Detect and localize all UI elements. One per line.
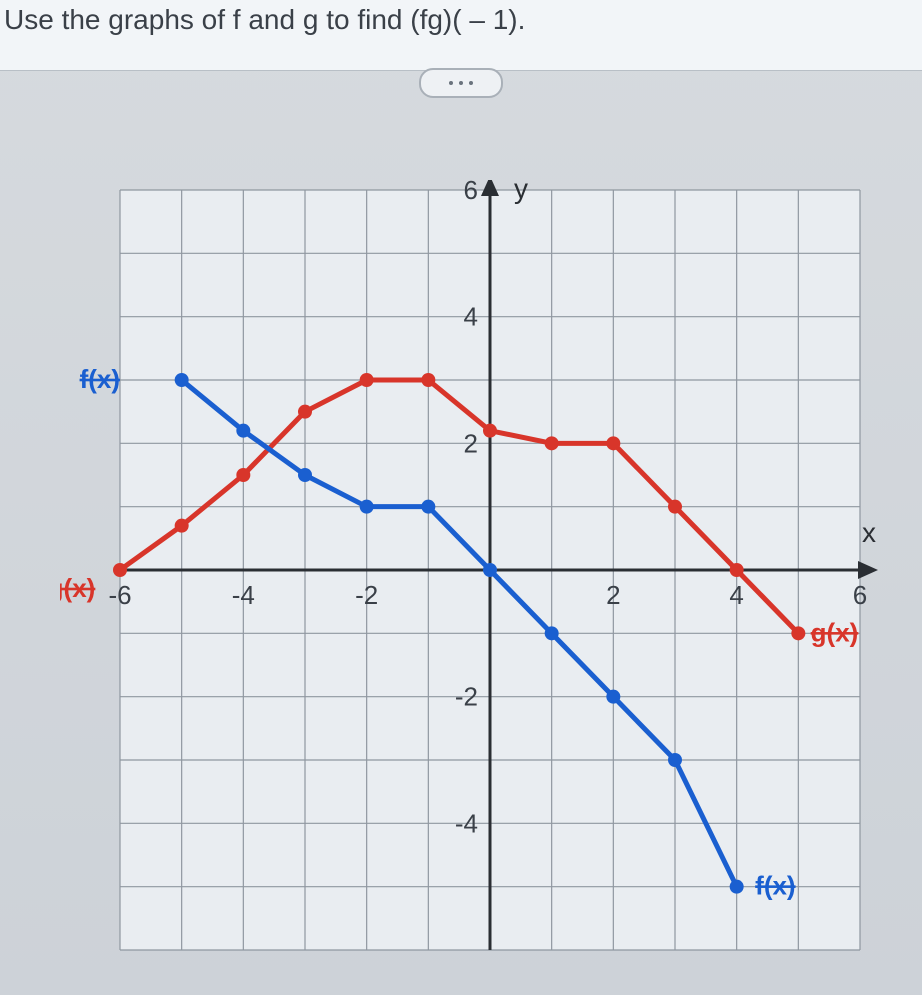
series-f-marker	[606, 690, 620, 704]
y-axis-label: y	[514, 180, 528, 204]
dot-icon	[459, 81, 463, 85]
chart-container: y x -6 -4 -2 2 4 6 6 4 2 -2 -4 g(x) g(x) f(x) f(x)	[60, 180, 880, 970]
dot-icon	[469, 81, 473, 85]
y-tick-label: 2	[464, 428, 478, 458]
series-g-marker	[421, 373, 435, 387]
series-f-marker	[421, 500, 435, 514]
series-g-marker	[236, 468, 250, 482]
series-g-marker	[668, 500, 682, 514]
series-g-end-label: g(x)	[811, 617, 859, 647]
series-f-end-label: f(x)	[755, 871, 795, 901]
series-g-marker	[113, 563, 127, 577]
series-f-start-label: f(x)	[80, 364, 120, 394]
x-tick-label: 4	[729, 580, 743, 610]
question-text: Use the graphs of f and g to find (fg)( …	[4, 0, 525, 36]
x-tick-label: 2	[606, 580, 620, 610]
more-options-button[interactable]	[419, 68, 503, 98]
series-f-marker	[298, 468, 312, 482]
series-g-marker	[730, 563, 744, 577]
y-tick-label: -2	[455, 682, 478, 712]
question-bar: Use the graphs of f and g to find (fg)( …	[0, 0, 922, 71]
series-f-marker	[730, 880, 744, 894]
x-tick-label: -2	[355, 580, 378, 610]
series-f-marker	[236, 424, 250, 438]
series-g-marker	[483, 424, 497, 438]
series-f-marker	[360, 500, 374, 514]
series-g-marker	[175, 519, 189, 533]
series-f-marker	[483, 563, 497, 577]
page-root: { "question": { "text": "Use the graphs …	[0, 0, 922, 995]
x-axis-arrow-icon	[858, 561, 878, 579]
series-f-marker	[545, 626, 559, 640]
series-g-marker	[791, 626, 805, 640]
y-tick-label: -4	[455, 808, 478, 838]
series-g-marker	[360, 373, 374, 387]
series-f-marker	[668, 753, 682, 767]
y-tick-label: 6	[464, 180, 478, 205]
x-tick-label: -6	[108, 580, 131, 610]
x-tick-label: 6	[853, 580, 867, 610]
dot-icon	[449, 81, 453, 85]
x-tick-label: -4	[232, 580, 255, 610]
function-graph: y x -6 -4 -2 2 4 6 6 4 2 -2 -4 g(x) g(x) f(x) f(x)	[60, 180, 880, 970]
x-axis-label: x	[862, 517, 876, 548]
series-f-marker	[175, 373, 189, 387]
series-g-start-label: g(x)	[60, 573, 95, 603]
y-tick-label: 4	[464, 302, 478, 332]
series-g-marker	[298, 405, 312, 419]
series-g-marker	[545, 436, 559, 450]
y-axis-arrow-icon	[481, 180, 499, 196]
series-g-marker	[606, 436, 620, 450]
